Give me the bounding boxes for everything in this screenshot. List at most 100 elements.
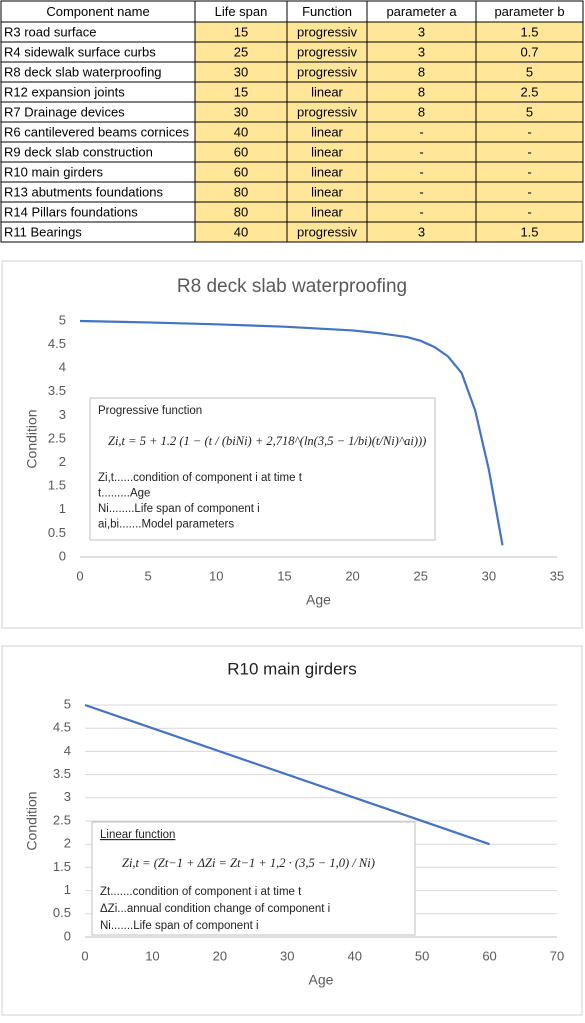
x-tick-label: 25 [413,568,427,583]
y-tick-label: 2.5 [48,430,66,445]
x-tick-label: 10 [145,948,159,963]
cell-text: - [527,144,531,159]
x-tick-label: 35 [550,568,564,583]
annotation-note: Zi,t......condition of component i at ti… [98,472,303,484]
cell-text: 1.5 [520,224,538,239]
cell-text: R7 Drainage devices [4,104,125,119]
y-tick-label: 3 [59,407,66,422]
y-tick-label: 0 [59,548,66,563]
chart-title: R8 deck slab waterproofing [177,276,407,297]
header-cell-text: Component name [46,4,149,19]
cell-text: 40 [234,224,248,239]
y-axis-label: Condition [24,409,40,468]
cell-text: progressiv [297,104,357,119]
cell-text: 8 [418,64,425,79]
annotation-note: Ni.......Life span of component i [100,920,259,932]
cell-text: linear [311,164,343,179]
y-tick-label: 5 [59,312,66,327]
cell-text: - [527,184,531,199]
cell-text: linear [311,204,343,219]
y-tick-label: 4 [59,360,66,375]
y-tick-label: 1 [59,501,66,516]
cell-text: linear [311,144,343,159]
cell-text: - [527,124,531,139]
cell-text: progressiv [297,64,357,79]
cell-text: R6 cantilevered beams cornices [4,124,189,139]
y-tick-label: 4.5 [48,336,66,351]
cell-text: R4 sidewalk surface curbs [4,44,156,59]
x-tick-label: 60 [482,948,496,963]
annotation-note: Ni........Life span of component i [98,503,260,515]
header-cell-text: parameter a [386,4,457,19]
x-tick-label: 20 [213,948,227,963]
chart-title: R10 main girders [227,659,356,678]
x-axis-label: Age [309,972,334,988]
x-tick-label: 40 [347,948,361,963]
header-cell-text: Function [302,4,352,19]
cell-text: R13 abutments foundations [4,184,163,199]
header-cell-text: Life span [215,4,268,19]
cell-text: - [419,204,423,219]
cell-text: 15 [234,84,248,99]
cell-text: 5 [526,104,533,119]
cell-text: R9 deck slab construction [4,144,153,159]
cell-text: R11 Bearings [4,224,82,239]
x-tick-label: 20 [345,568,359,583]
x-tick-label: 50 [415,948,429,963]
cell-text: progressiv [297,24,357,39]
table-cell [475,221,584,243]
annotation-title: Linear function [100,829,175,841]
cell-text: - [527,204,531,219]
x-axis-label: Age [306,592,331,608]
annotation-note: ΔZi...annual condition change of compone… [100,903,330,915]
y-axis-label: Condition [24,791,40,850]
annotation-box [89,397,436,541]
cell-text: R10 main girders [4,164,103,179]
cell-text: R8 deck slab waterproofing [4,64,162,79]
annotation-box [91,821,416,936]
y-tick-label: 3 [64,789,71,804]
cell-text: linear [311,84,343,99]
y-tick-label: 4 [64,743,71,758]
cell-text: - [419,164,423,179]
x-tick-label: 10 [209,568,223,583]
cell-text: R14 Pillars foundations [4,204,138,219]
cell-text: 3 [418,24,425,39]
cell-text: R3 road surface [4,24,97,39]
x-tick-label: 0 [76,568,83,583]
x-tick-label: 30 [280,948,294,963]
annotation-formula: Zi,t = (Zt−1 + ΔZi = Zt−1 + 1,2 · (3,5 −… [122,856,375,870]
data-line [79,319,504,546]
x-tick-label: 5 [145,568,152,583]
cell-text: 3 [418,224,425,239]
annotation-title: Progressive function [98,405,202,417]
cell-text: 8 [418,84,425,99]
cell-text: 8 [418,104,425,119]
y-tick-label: 1 [64,882,71,897]
annotation-formula: Zi,t = 5 + 1.2 (1 − (t / (biNi) + 2,718^… [108,434,426,448]
y-tick-label: 2 [59,454,66,469]
cell-text: progressiv [297,224,357,239]
y-tick-label: 4.5 [53,720,71,735]
cell-text: linear [311,124,343,139]
cell-text: 1.5 [520,24,538,39]
cell-text: - [419,124,423,139]
cell-text: 60 [234,164,248,179]
cell-text: linear [311,184,343,199]
x-tick-label: 0 [81,948,88,963]
cell-text: progressiv [297,44,357,59]
cell-text: 30 [234,104,248,119]
annotation-note: Zt.......condition of component i at tim… [100,886,302,898]
cell-text: - [419,144,423,159]
cell-text: 25 [234,44,248,59]
y-tick-label: 2 [64,836,71,851]
cell-text: - [419,184,423,199]
data-line [84,703,490,846]
cell-text: 0.7 [520,44,538,59]
cell-text: 5 [526,64,533,79]
y-tick-label: 2.5 [53,812,71,827]
y-tick-label: 0 [64,928,71,943]
y-tick-label: 5 [64,696,71,711]
x-tick-label: 30 [482,568,496,583]
